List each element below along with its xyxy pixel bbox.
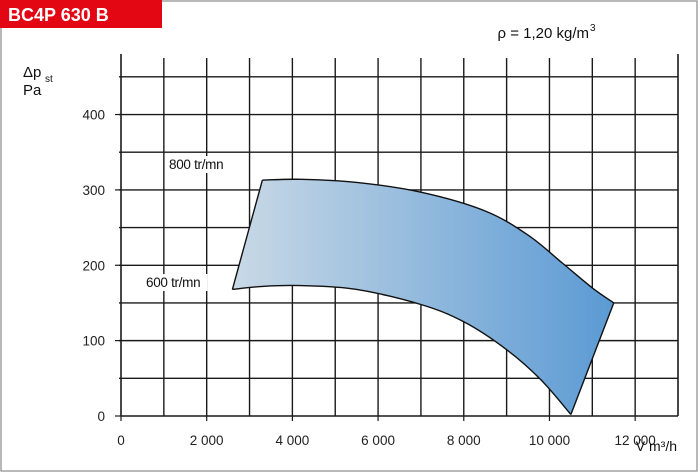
density-superscript: 3 — [590, 23, 596, 34]
x-axis-label: V̇ m³/h — [636, 438, 677, 454]
area-left-edge — [231, 179, 264, 290]
y-axis-label-sub: st — [45, 74, 53, 85]
x-tick-label: 4 000 — [275, 433, 309, 448]
curve-800 — [262, 178, 615, 304]
x-tick-label: 12 000 — [615, 433, 656, 448]
y-axis-unit: Pa — [23, 82, 42, 99]
y-tick-label: 0 — [97, 409, 105, 424]
y-axis-label: Δp — [23, 64, 41, 81]
operating-area — [232, 179, 614, 415]
curve-600 — [232, 284, 572, 415]
x-tick-label: 8 000 — [447, 433, 481, 448]
series-label-800: 800 tr/mn — [169, 157, 223, 172]
model-title: BC4P 630 B — [8, 5, 109, 25]
x-tick-label: 6 000 — [361, 433, 395, 448]
series-label-600-bg — [144, 274, 208, 291]
area-right-edge — [570, 302, 615, 415]
y-tick-label: 100 — [82, 334, 105, 349]
series-label-600: 600 tr/mn — [146, 275, 200, 290]
model-badge — [0, 0, 162, 28]
series-label-800-bg — [167, 156, 231, 173]
y-tick-label: 300 — [82, 183, 105, 198]
x-tick-label: 0 — [117, 433, 125, 448]
y-tick-label: 200 — [82, 258, 105, 273]
x-tick-label: 10 000 — [529, 433, 570, 448]
x-tick-label: 2 000 — [190, 433, 224, 448]
y-tick-label: 400 — [82, 108, 105, 123]
density-label: ρ = 1,20 kg/m — [498, 25, 590, 42]
